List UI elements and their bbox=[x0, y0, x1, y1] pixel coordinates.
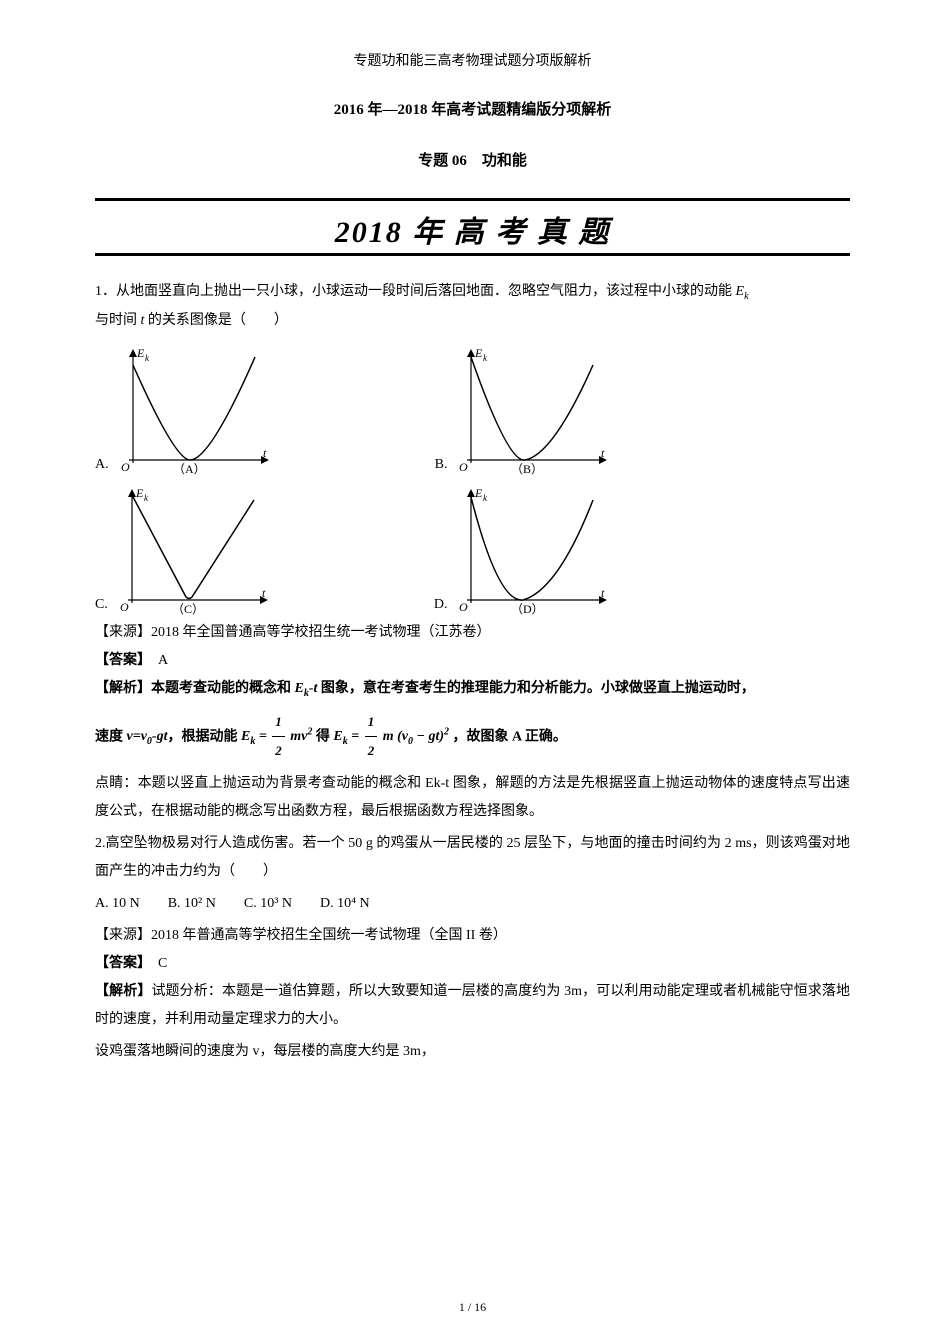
header-subtitle: 专题功和能三高考物理试题分项版解析 bbox=[95, 50, 850, 70]
opt-d: D. bbox=[434, 597, 448, 615]
chart-d: E k t O （D） bbox=[453, 485, 613, 615]
svg-text:E: E bbox=[474, 346, 483, 360]
q2-num: 2. bbox=[95, 836, 106, 851]
q1-answer-value: A bbox=[144, 653, 168, 668]
opt-c: C. bbox=[95, 597, 108, 615]
q2-answer-label: 【答案】 bbox=[95, 956, 144, 971]
svg-text:t: t bbox=[263, 446, 267, 460]
svg-text:k: k bbox=[483, 353, 488, 363]
chart-cell-b: B. E k t O （B） bbox=[435, 345, 614, 475]
q1-answer: 【答案】 A bbox=[95, 647, 850, 675]
q1-an-1: 本题考查动能的概念和 bbox=[151, 681, 295, 696]
svg-text:O: O bbox=[120, 600, 129, 614]
svg-text:E: E bbox=[136, 346, 145, 360]
banner-text: 2018 年 高 考 真 题 bbox=[95, 207, 850, 251]
q1-an-2: 图象，意在考查考生的推理能力和分析能力。小球做竖直上抛运动时， bbox=[317, 681, 755, 696]
svg-text:E: E bbox=[135, 486, 144, 500]
question-1: 1．从地面竖直向上抛出一只小球，小球运动一段时间后落回地面．忽略空气阻力，该过程… bbox=[95, 278, 850, 335]
chart-cell-c: C. E k t O （C） bbox=[95, 485, 274, 615]
q1-text-3: 的关系图像是（ ） bbox=[144, 313, 288, 328]
q1-ek: E bbox=[736, 284, 745, 299]
page-footer: 1 / 16 bbox=[0, 1300, 945, 1315]
formula-ek2: Ek = 12 m (v0 − gt)2 bbox=[333, 729, 449, 744]
chart-a: E k t O （A） bbox=[115, 345, 275, 475]
chart-b: E k t O （B） bbox=[453, 345, 613, 475]
q1-an-6: ，故图象 A 正确。 bbox=[453, 729, 567, 744]
q1-ek-sub: k bbox=[744, 291, 748, 302]
question-2: 2.高空坠物极易对行人造成伤害。若一个 50 g 的鸡蛋从一居民楼的 25 层坠… bbox=[95, 830, 850, 886]
q1-an-4: ，根据动能 bbox=[167, 729, 241, 744]
q2-text: 高空坠物极易对行人造成伤害。若一个 50 g 的鸡蛋从一居民楼的 25 层坠下，… bbox=[95, 836, 850, 879]
svg-text:E: E bbox=[474, 486, 483, 500]
svg-text:（B）: （B） bbox=[511, 462, 543, 475]
q1-answer-label: 【答案】 bbox=[95, 653, 144, 668]
chart-row-2: C. E k t O （C） D. E k t O （D） bbox=[95, 485, 850, 615]
sub-title: 专题 06 功和能 bbox=[95, 149, 850, 170]
q1-text-2: 与时间 bbox=[95, 313, 141, 328]
q2-source: 【来源】2018 年普通高等学校招生全国统一考试物理（全国 II 卷） bbox=[95, 922, 850, 950]
year-banner: 2018 年 高 考 真 题 bbox=[95, 198, 850, 256]
q2-answer-value: C bbox=[144, 956, 167, 971]
svg-text:（A）: （A） bbox=[173, 462, 206, 475]
q1-v-eq: v=v0-gt bbox=[127, 729, 168, 744]
svg-text:O: O bbox=[121, 460, 130, 474]
svg-text:t: t bbox=[262, 586, 266, 600]
q1-an-5: 得 bbox=[316, 729, 334, 744]
svg-text:（C）: （C） bbox=[172, 602, 204, 615]
svg-text:O: O bbox=[459, 460, 468, 474]
chart-c: E k t O （C） bbox=[114, 485, 274, 615]
q1-num: 1． bbox=[95, 284, 116, 299]
q1-tip: 点睛：本题以竖直上抛运动为背景考查动能的概念和 Ek-t 图象，解题的方法是先根… bbox=[95, 770, 850, 826]
q1-an-ek: Ek-t bbox=[295, 681, 318, 696]
chart-cell-d: D. E k t O （D） bbox=[434, 485, 614, 615]
main-title: 2016 年—2018 年高考试题精编版分项解析 bbox=[95, 98, 850, 119]
opt-a: A. bbox=[95, 457, 109, 475]
svg-text:t: t bbox=[601, 446, 605, 460]
q1-an-3: 速度 bbox=[95, 729, 127, 744]
q2-options: A. 10 N B. 10² N C. 10³ N D. 10⁴ N bbox=[95, 890, 850, 918]
svg-text:k: k bbox=[145, 353, 150, 363]
q1-source: 【来源】2018 年全国普通高等学校招生统一考试物理（江苏卷） bbox=[95, 619, 850, 647]
svg-text:O: O bbox=[459, 600, 468, 614]
svg-text:k: k bbox=[483, 493, 488, 503]
q2-analysis-text: 试题分析：本题是一道估算题，所以大致要知道一层楼的高度约为 3m，可以利用动能定… bbox=[95, 984, 850, 1027]
q2-calc: 设鸡蛋落地瞬间的速度为 v，每层楼的高度大约是 3m， bbox=[95, 1038, 850, 1066]
q1-text-1: 从地面竖直向上抛出一只小球，小球运动一段时间后落回地面．忽略空气阻力，该过程中小… bbox=[116, 284, 736, 299]
q1-analysis-label: 【解析】 bbox=[95, 681, 151, 696]
svg-text:（D）: （D） bbox=[511, 602, 544, 615]
q1-analysis-line1: 【解析】本题考查动能的概念和 Ek-t 图象，意在考查考生的推理能力和分析能力。… bbox=[95, 675, 850, 704]
q2-analysis: 【解析】试题分析：本题是一道估算题，所以大致要知道一层楼的高度约为 3m，可以利… bbox=[95, 978, 850, 1034]
q2-answer: 【答案】 C bbox=[95, 950, 850, 978]
q2-analysis-label: 【解析】 bbox=[95, 984, 151, 999]
svg-text:t: t bbox=[601, 586, 605, 600]
formula-ek1: Ek = 12 mv2 bbox=[241, 729, 312, 744]
svg-text:k: k bbox=[144, 493, 149, 503]
chart-row-1: A. E k t O （A） B. E k t O （B） bbox=[95, 345, 850, 475]
opt-b: B. bbox=[435, 457, 448, 475]
chart-cell-a: A. E k t O （A） bbox=[95, 345, 275, 475]
q1-formula-line: 速度 v=v0-gt，根据动能 Ek = 12 mv2 得 Ek = 12 m … bbox=[95, 708, 850, 766]
